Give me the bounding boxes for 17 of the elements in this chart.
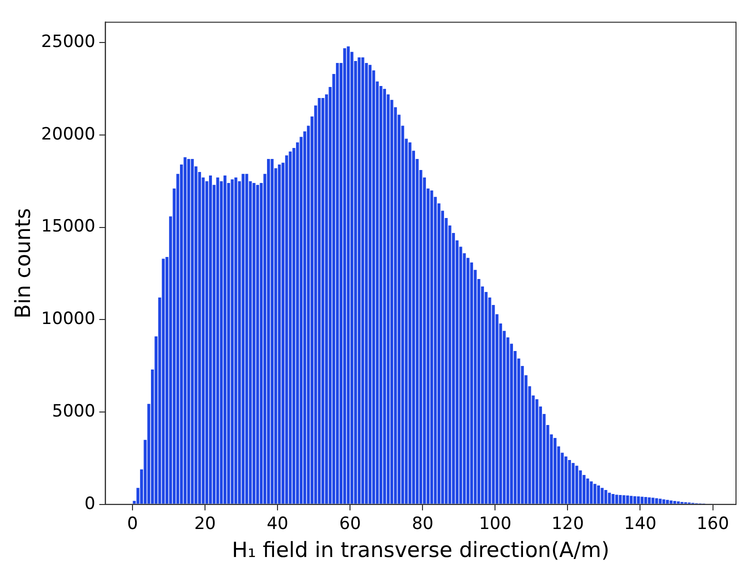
x-tick-label: 0 — [127, 514, 138, 534]
x-tick-label: 100 — [478, 514, 512, 534]
y-axis-title: Bin counts — [11, 208, 36, 319]
y-tick-label: 5000 — [52, 401, 96, 422]
x-tick-label: 40 — [266, 514, 288, 534]
y-tick-label: 10000 — [41, 309, 96, 330]
x-tick-label: 140 — [624, 514, 656, 534]
x-tick-label: 60 — [339, 514, 361, 534]
x-tick-label: 20 — [194, 514, 216, 534]
x-tick-label: 160 — [696, 514, 730, 534]
x-tick-label: 120 — [551, 514, 584, 534]
y-tick-label: 25000 — [41, 32, 96, 52]
x-tick-label: 80 — [412, 514, 434, 534]
y-tick-label: 20000 — [41, 124, 96, 144]
x-axis-title: H₁ field in transverse direction(A/m) — [232, 538, 610, 562]
y-tick-label: 0 — [84, 494, 96, 514]
y-tick-label: 15000 — [41, 216, 96, 237]
